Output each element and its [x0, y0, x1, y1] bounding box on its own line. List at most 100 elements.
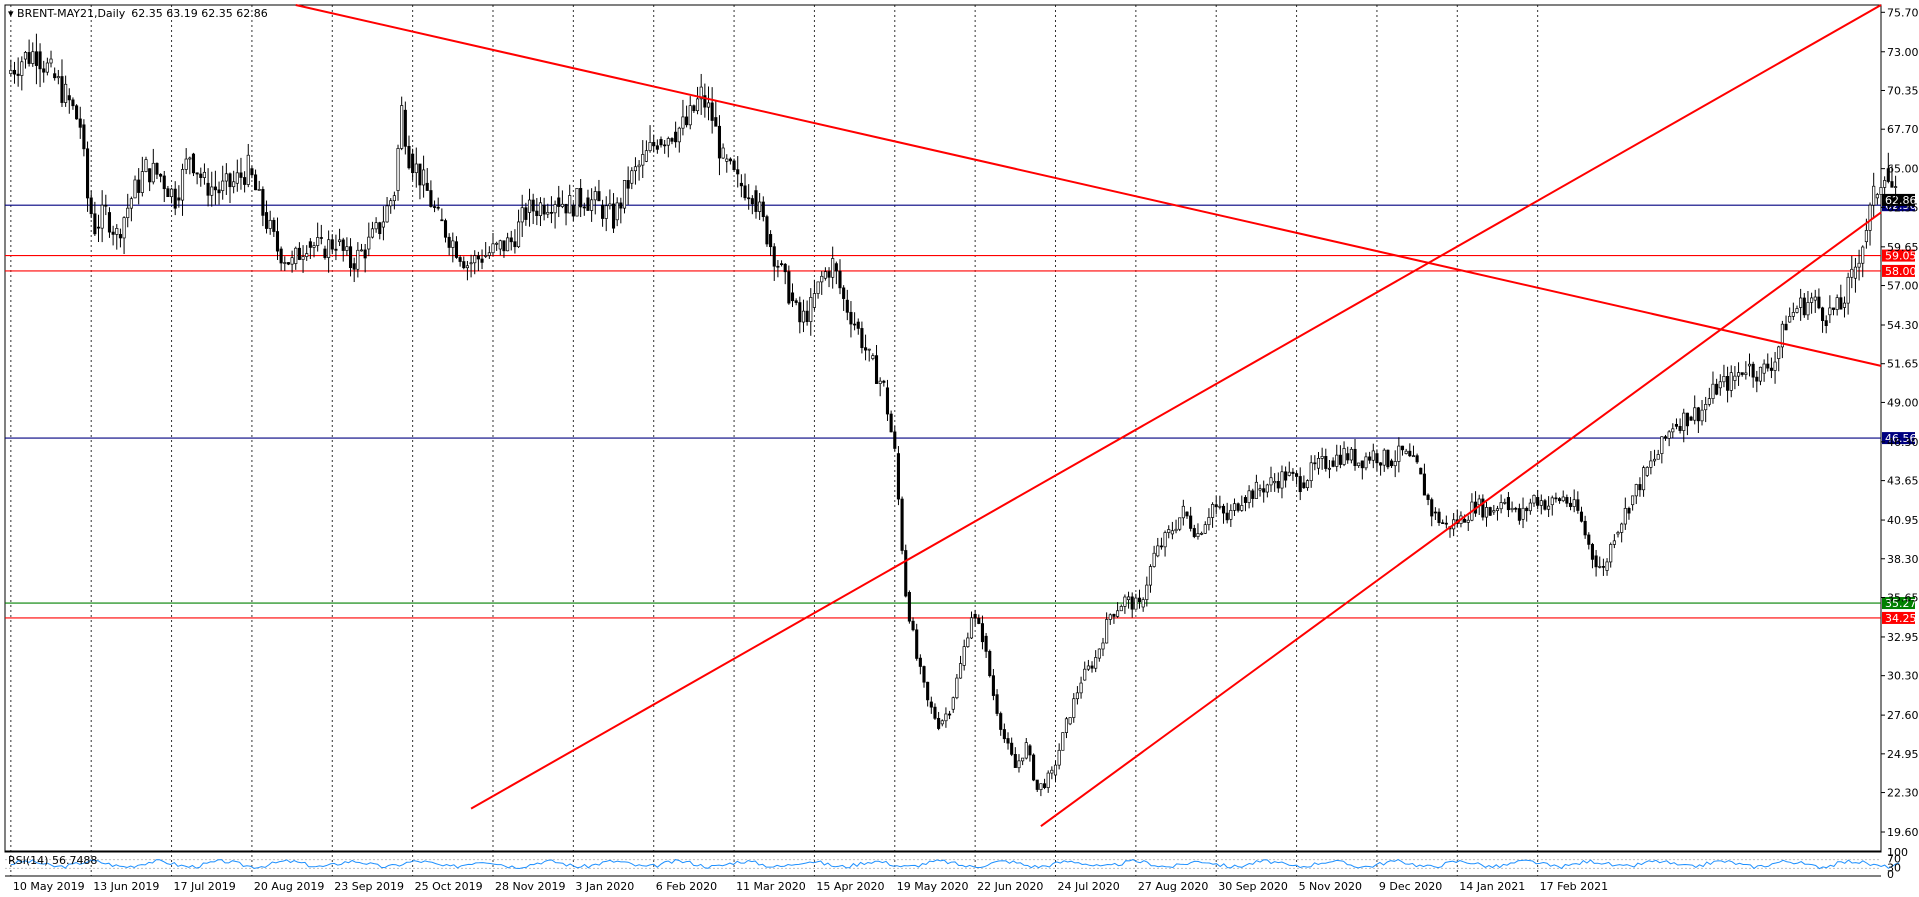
candle-body [1298, 476, 1302, 492]
candle-body [692, 105, 696, 112]
candle-body [1780, 323, 1784, 348]
candle-body [805, 310, 809, 323]
y-tick-label: 67.70 [1887, 123, 1919, 136]
candle-body [601, 204, 605, 219]
candle-body [162, 175, 166, 190]
candle-body [849, 311, 853, 325]
candle-body [659, 139, 663, 146]
candle-body [1550, 497, 1554, 506]
candle-body [104, 204, 108, 207]
candle-body [1046, 772, 1050, 788]
candle-body [710, 102, 714, 121]
candle-body [1733, 375, 1737, 381]
candle-body [590, 199, 594, 211]
candle-body [1539, 500, 1543, 506]
candle-body [330, 239, 334, 250]
candle-body [228, 173, 232, 188]
candle-body [783, 263, 787, 273]
candle-body [747, 197, 751, 200]
candle-body [1645, 467, 1649, 476]
candle-body [283, 262, 287, 264]
candle-body [882, 380, 886, 383]
candle-body [1568, 502, 1573, 507]
x-tick-label: 17 Feb 2021 [1540, 880, 1608, 893]
candle-body [652, 142, 656, 147]
candle-body [732, 160, 736, 171]
candle-body [173, 188, 177, 209]
candle-body [443, 220, 448, 238]
candle-body [1558, 498, 1562, 502]
candle-body [1605, 561, 1609, 571]
candle-body [1707, 398, 1711, 405]
candle-body [56, 76, 60, 79]
candle-body [1674, 423, 1679, 427]
candle-body [787, 271, 791, 304]
candle-body [1620, 523, 1624, 533]
candle-body [1853, 266, 1857, 279]
candle-body [290, 257, 294, 265]
rsi-tick-label: 70 [1887, 853, 1901, 866]
candle-body [546, 211, 550, 215]
trendlines [295, 4, 1882, 827]
candle-body [1148, 566, 1153, 586]
candle-body [454, 241, 459, 258]
candle-body [359, 249, 364, 252]
candle-body [937, 717, 941, 729]
candle-body [1137, 597, 1142, 603]
candle-body [1006, 738, 1010, 744]
candle-body [100, 204, 104, 229]
level-price-box [1882, 611, 1915, 624]
candle-body [1273, 480, 1277, 484]
candle-body [1799, 297, 1803, 308]
candle-body [487, 252, 491, 256]
candle-body [111, 231, 115, 235]
candle-body [889, 413, 893, 433]
candle-body [202, 171, 206, 178]
candle-body [319, 237, 323, 239]
candle-body [1156, 545, 1160, 557]
candle-body [1802, 297, 1806, 316]
candle-body [1842, 302, 1847, 308]
candle-body [1634, 484, 1638, 497]
candle-body [695, 98, 700, 112]
candle-body [1484, 507, 1489, 518]
candle-body [1671, 428, 1675, 433]
candle-body [1488, 507, 1492, 516]
candle-body [425, 182, 429, 191]
candle-body [1185, 511, 1189, 517]
candle-body [1061, 732, 1065, 751]
candle-body [1831, 307, 1836, 310]
candle-body [1200, 532, 1204, 535]
candle-body [1327, 467, 1332, 470]
x-tick-label: 9 Dec 2020 [1379, 880, 1442, 893]
candle-body [389, 200, 393, 207]
candle-body [308, 241, 312, 248]
x-tick-label: 27 Aug 2020 [1138, 880, 1208, 893]
candle-body [1192, 528, 1196, 537]
candle-body [513, 241, 517, 248]
candle-body [1747, 363, 1752, 367]
header-marker: ▾ [8, 7, 17, 20]
candle-body [1342, 448, 1346, 465]
candle-body [1638, 484, 1642, 491]
candle-body [275, 231, 280, 252]
candle-body [1499, 502, 1503, 510]
candle-body [126, 207, 130, 219]
candle-body [1791, 312, 1795, 317]
candle-body [520, 207, 524, 223]
candle-body [1335, 454, 1339, 467]
candle-body [980, 623, 984, 643]
candle-body [977, 617, 981, 624]
candle-body [593, 191, 597, 201]
candle-body [1010, 742, 1014, 755]
candle-body [1426, 494, 1430, 500]
candle-body [323, 248, 327, 258]
candle-body [1437, 511, 1441, 524]
candle-body [118, 234, 122, 239]
candle-body [297, 247, 301, 260]
candle-body [1660, 436, 1664, 454]
candle-body [1265, 484, 1269, 493]
candle-body [294, 247, 298, 264]
candle-body [1232, 503, 1237, 511]
